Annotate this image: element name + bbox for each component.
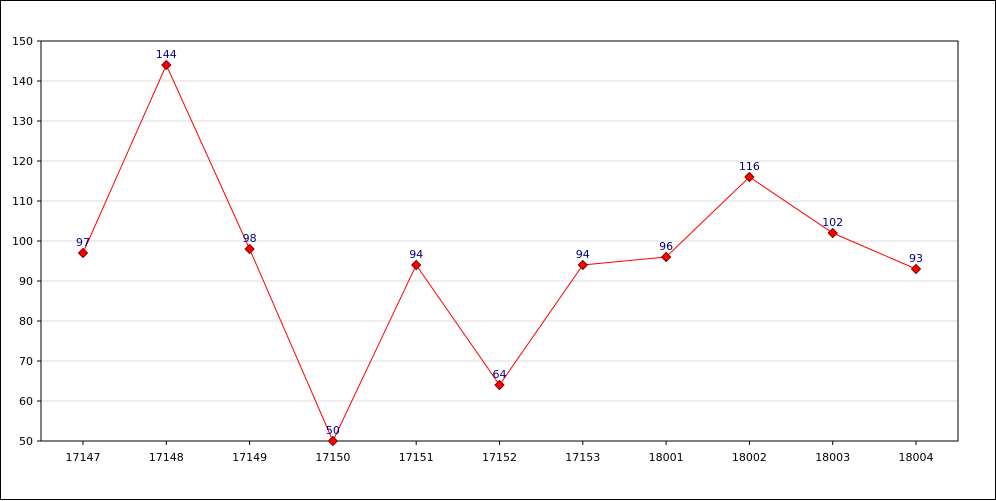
y-axis: 50 60 70 80 90 100 110 120 130 140 150	[12, 35, 41, 448]
x-tick-label: 18003	[815, 451, 850, 464]
y-tick-label: 150	[12, 35, 33, 48]
data-point-marker	[577, 259, 589, 271]
y-tick-label: 80	[19, 315, 33, 328]
x-tick-label: 17151	[399, 451, 434, 464]
y-tick-label: 70	[19, 355, 33, 368]
data-label: 144	[156, 48, 177, 61]
x-tick-label: 17152	[482, 451, 517, 464]
data-label: 50	[326, 424, 340, 437]
x-tick-label: 18002	[732, 451, 767, 464]
y-tick-label: 50	[19, 435, 33, 448]
x-tick-label: 17147	[66, 451, 101, 464]
y-tick-label: 110	[12, 195, 33, 208]
data-point-marker	[494, 379, 505, 391]
x-tick-label: 17150	[315, 451, 350, 464]
x-tick-label: 17148	[149, 451, 184, 464]
data-label: 116	[739, 160, 760, 173]
y-tick-label: 100	[12, 235, 33, 248]
data-label: 97	[76, 236, 90, 249]
y-tick-label: 140	[12, 75, 33, 88]
y-tick-label: 130	[12, 115, 33, 128]
y-tick-label: 90	[19, 275, 33, 288]
data-label: 93	[909, 252, 923, 265]
data-point-marker	[161, 59, 172, 71]
data-point-marker	[327, 435, 339, 447]
data-point-marker	[77, 247, 89, 259]
data-label: 94	[409, 248, 423, 261]
data-label-layer: 97 144 98 50 94 64 94 96 116 102 93	[76, 48, 923, 437]
grid-layer	[41, 80, 958, 402]
x-tick-label: 18004	[899, 451, 934, 464]
data-point-marker	[910, 263, 922, 275]
y-tick-label: 60	[19, 395, 33, 408]
x-tick-label: 17149	[232, 451, 267, 464]
data-label: 96	[659, 240, 673, 253]
x-axis: 17147 17148 17149 17150 17151 17152 17153 18001…	[66, 441, 934, 464]
y-tick-label: 120	[12, 155, 33, 168]
data-point-marker	[660, 251, 672, 263]
data-point-marker	[827, 227, 838, 239]
data-label: 64	[493, 368, 507, 381]
data-point-marker	[410, 259, 422, 271]
data-label: 102	[822, 216, 843, 229]
data-point-marker	[744, 171, 755, 183]
x-tick-label: 18001	[649, 451, 684, 464]
series-layer	[77, 59, 922, 447]
data-label: 98	[243, 232, 257, 245]
data-label: 94	[576, 248, 590, 261]
data-point-marker	[244, 243, 255, 255]
x-tick-label: 17153	[565, 451, 600, 464]
